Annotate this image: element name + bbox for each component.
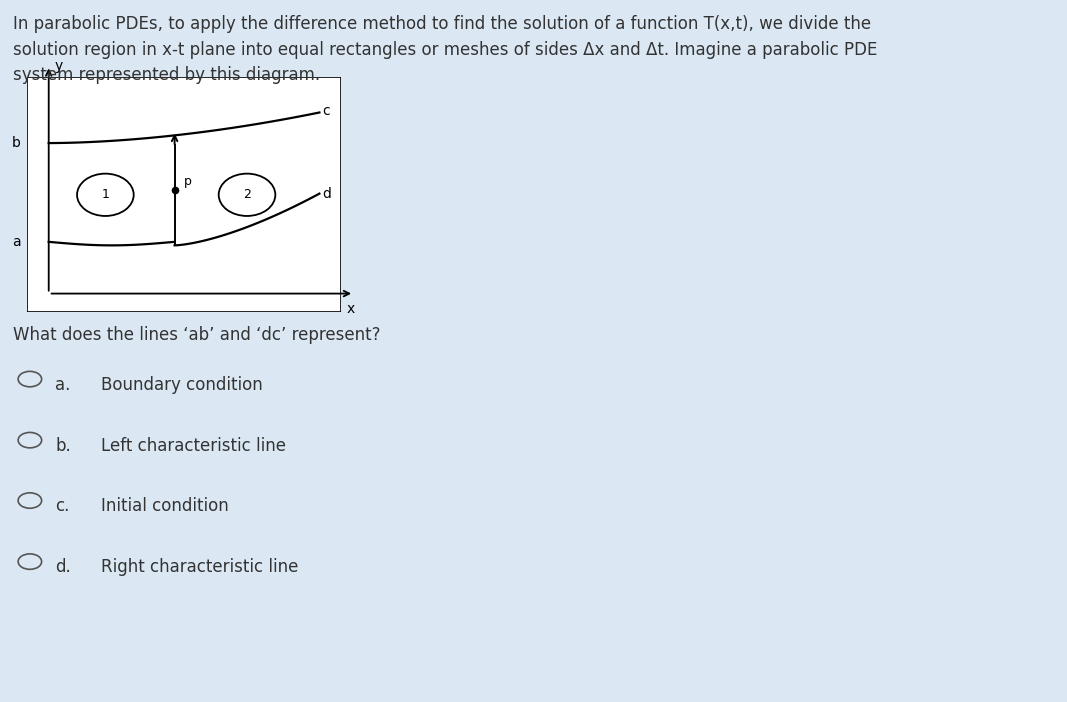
Text: p: p (185, 175, 192, 188)
Text: What does the lines ‘ab’ and ‘dc’ represent?: What does the lines ‘ab’ and ‘dc’ repres… (13, 326, 380, 345)
Text: In parabolic PDEs, to apply the difference method to find the solution of a func: In parabolic PDEs, to apply the differen… (13, 15, 871, 34)
Text: Initial condition: Initial condition (101, 497, 229, 515)
Text: 1: 1 (101, 188, 109, 201)
Text: 2: 2 (243, 188, 251, 201)
Text: Boundary condition: Boundary condition (101, 376, 264, 394)
Text: b.: b. (55, 437, 71, 455)
Text: solution region in x-t plane into equal rectangles or meshes of sides Δx and Δt.: solution region in x-t plane into equal … (13, 41, 877, 59)
Text: b: b (12, 136, 20, 150)
Text: c: c (322, 105, 330, 119)
Text: c.: c. (55, 497, 69, 515)
Text: Left characteristic line: Left characteristic line (101, 437, 286, 455)
Text: a: a (12, 235, 20, 249)
Text: Right characteristic line: Right characteristic line (101, 558, 299, 576)
Text: a.: a. (55, 376, 70, 394)
Text: d.: d. (55, 558, 71, 576)
Text: d: d (322, 187, 332, 201)
Text: x: x (347, 302, 355, 316)
Text: y: y (55, 58, 63, 72)
Text: system represented by this diagram.: system represented by this diagram. (13, 66, 320, 84)
